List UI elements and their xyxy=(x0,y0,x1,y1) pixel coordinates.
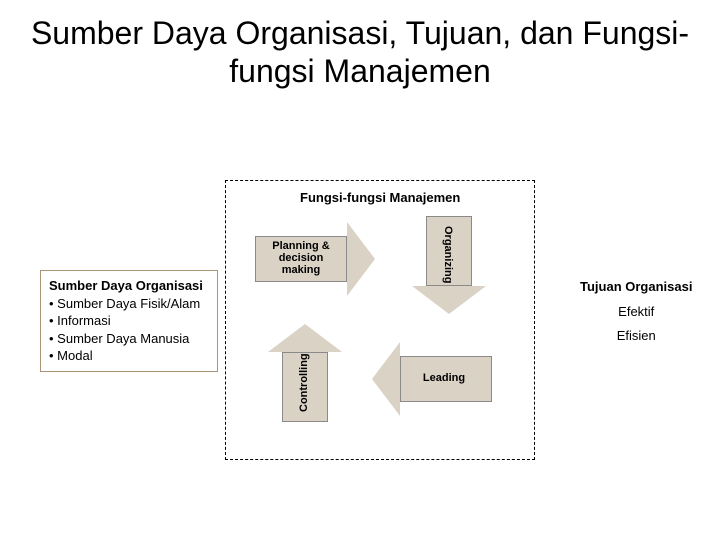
arrow-organizing-head xyxy=(412,286,486,314)
resources-item: • Sumber Daya Manusia xyxy=(49,330,209,348)
arrow-planning: Planning & decision making xyxy=(255,222,375,296)
functions-heading: Fungsi-fungsi Manajemen xyxy=(300,190,460,205)
arrow-controlling: Controlling xyxy=(268,324,342,422)
goals-heading: Tujuan Organisasi xyxy=(580,275,692,300)
resources-box: Sumber Daya Organisasi • Sumber Daya Fis… xyxy=(40,270,218,372)
arrow-planning-label: Planning & decision making xyxy=(261,240,341,276)
resources-item: • Informasi xyxy=(49,312,209,330)
arrow-organizing: Organizing xyxy=(412,216,486,314)
goals-block: Tujuan Organisasi Efektif Efisien xyxy=(580,275,692,349)
arrow-organizing-label: Organizing xyxy=(442,220,454,290)
arrow-controlling-label: Controlling xyxy=(298,348,310,418)
arrow-planning-head xyxy=(347,222,375,296)
resources-heading: Sumber Daya Organisasi xyxy=(49,277,209,295)
resources-item: • Sumber Daya Fisik/Alam xyxy=(49,295,209,313)
resources-item: • Modal xyxy=(49,347,209,365)
arrow-leading-label: Leading xyxy=(404,372,484,384)
slide-title: Sumber Daya Organisasi, Tujuan, dan Fung… xyxy=(30,14,690,91)
arrow-leading: Leading xyxy=(372,342,492,416)
arrow-leading-head xyxy=(372,342,400,416)
goals-line: Efektif xyxy=(580,300,692,325)
goals-line: Efisien xyxy=(580,324,692,349)
